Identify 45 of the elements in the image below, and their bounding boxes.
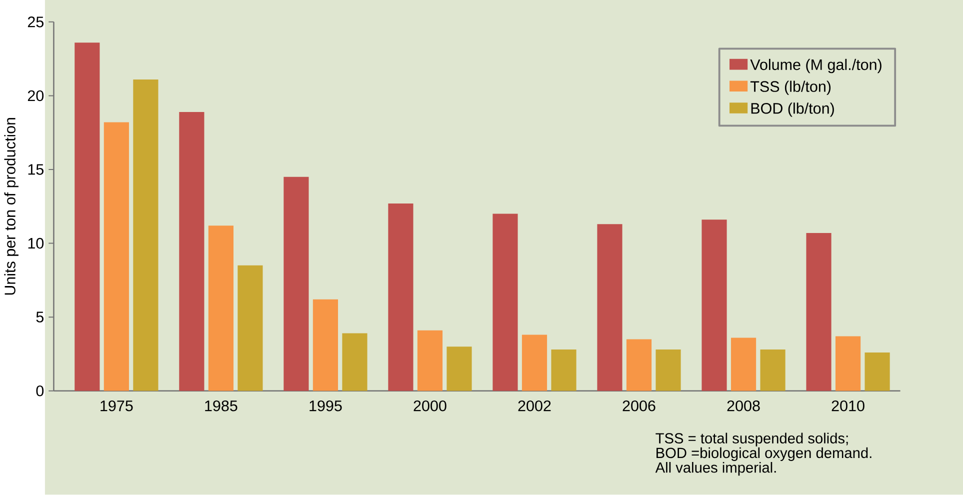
bar (284, 176, 309, 391)
legend-label: Volume (M gal./ton) (750, 58, 882, 74)
text: TSS = total suspended solids; (656, 432, 848, 446)
bar (179, 112, 204, 391)
bar (342, 333, 368, 391)
bar (835, 336, 861, 391)
bar (492, 214, 518, 391)
x-tick-label: 1985 (205, 400, 238, 412)
bar (388, 204, 414, 391)
y-tick-label: 25 (28, 16, 44, 28)
bar (208, 226, 234, 391)
y-tick-label: 15 (28, 164, 44, 175)
bar (864, 352, 890, 391)
x-tick-label: 1995 (310, 400, 342, 412)
text: All values imperial. (655, 462, 776, 476)
x-tick-label: 2008 (727, 400, 760, 412)
bar (446, 346, 472, 391)
bar (522, 334, 548, 391)
y-tick-label: 0 (36, 386, 44, 396)
y-axis-title: Units per ton of production (4, 118, 18, 295)
bar (551, 350, 576, 391)
bar (626, 339, 652, 391)
x-tick-label: 2006 (622, 400, 656, 412)
y-tick-label: 10 (28, 238, 44, 249)
bar (133, 80, 158, 391)
x-tick-label: 1975 (100, 400, 133, 412)
bar (656, 350, 681, 391)
bar (806, 233, 832, 391)
x-tick-label: 2002 (518, 400, 551, 412)
y-tick-label: 5 (36, 312, 44, 322)
x-tick-label: 2000 (414, 400, 446, 412)
bar (104, 122, 129, 391)
bar (74, 42, 100, 391)
bar (730, 338, 756, 391)
bar (238, 266, 263, 391)
text: BOD =biological oxygen demand. (656, 447, 872, 462)
bar (597, 224, 622, 391)
bar (312, 299, 338, 391)
bar (702, 220, 727, 391)
x-tick-label: 2010 (832, 400, 864, 412)
legend-label: BOD (lb/ton) (751, 102, 834, 117)
legend-label: TSS (lb/ton) (750, 80, 831, 96)
bar (417, 330, 443, 391)
y-tick-label: 20 (28, 90, 44, 102)
bar (760, 350, 786, 391)
